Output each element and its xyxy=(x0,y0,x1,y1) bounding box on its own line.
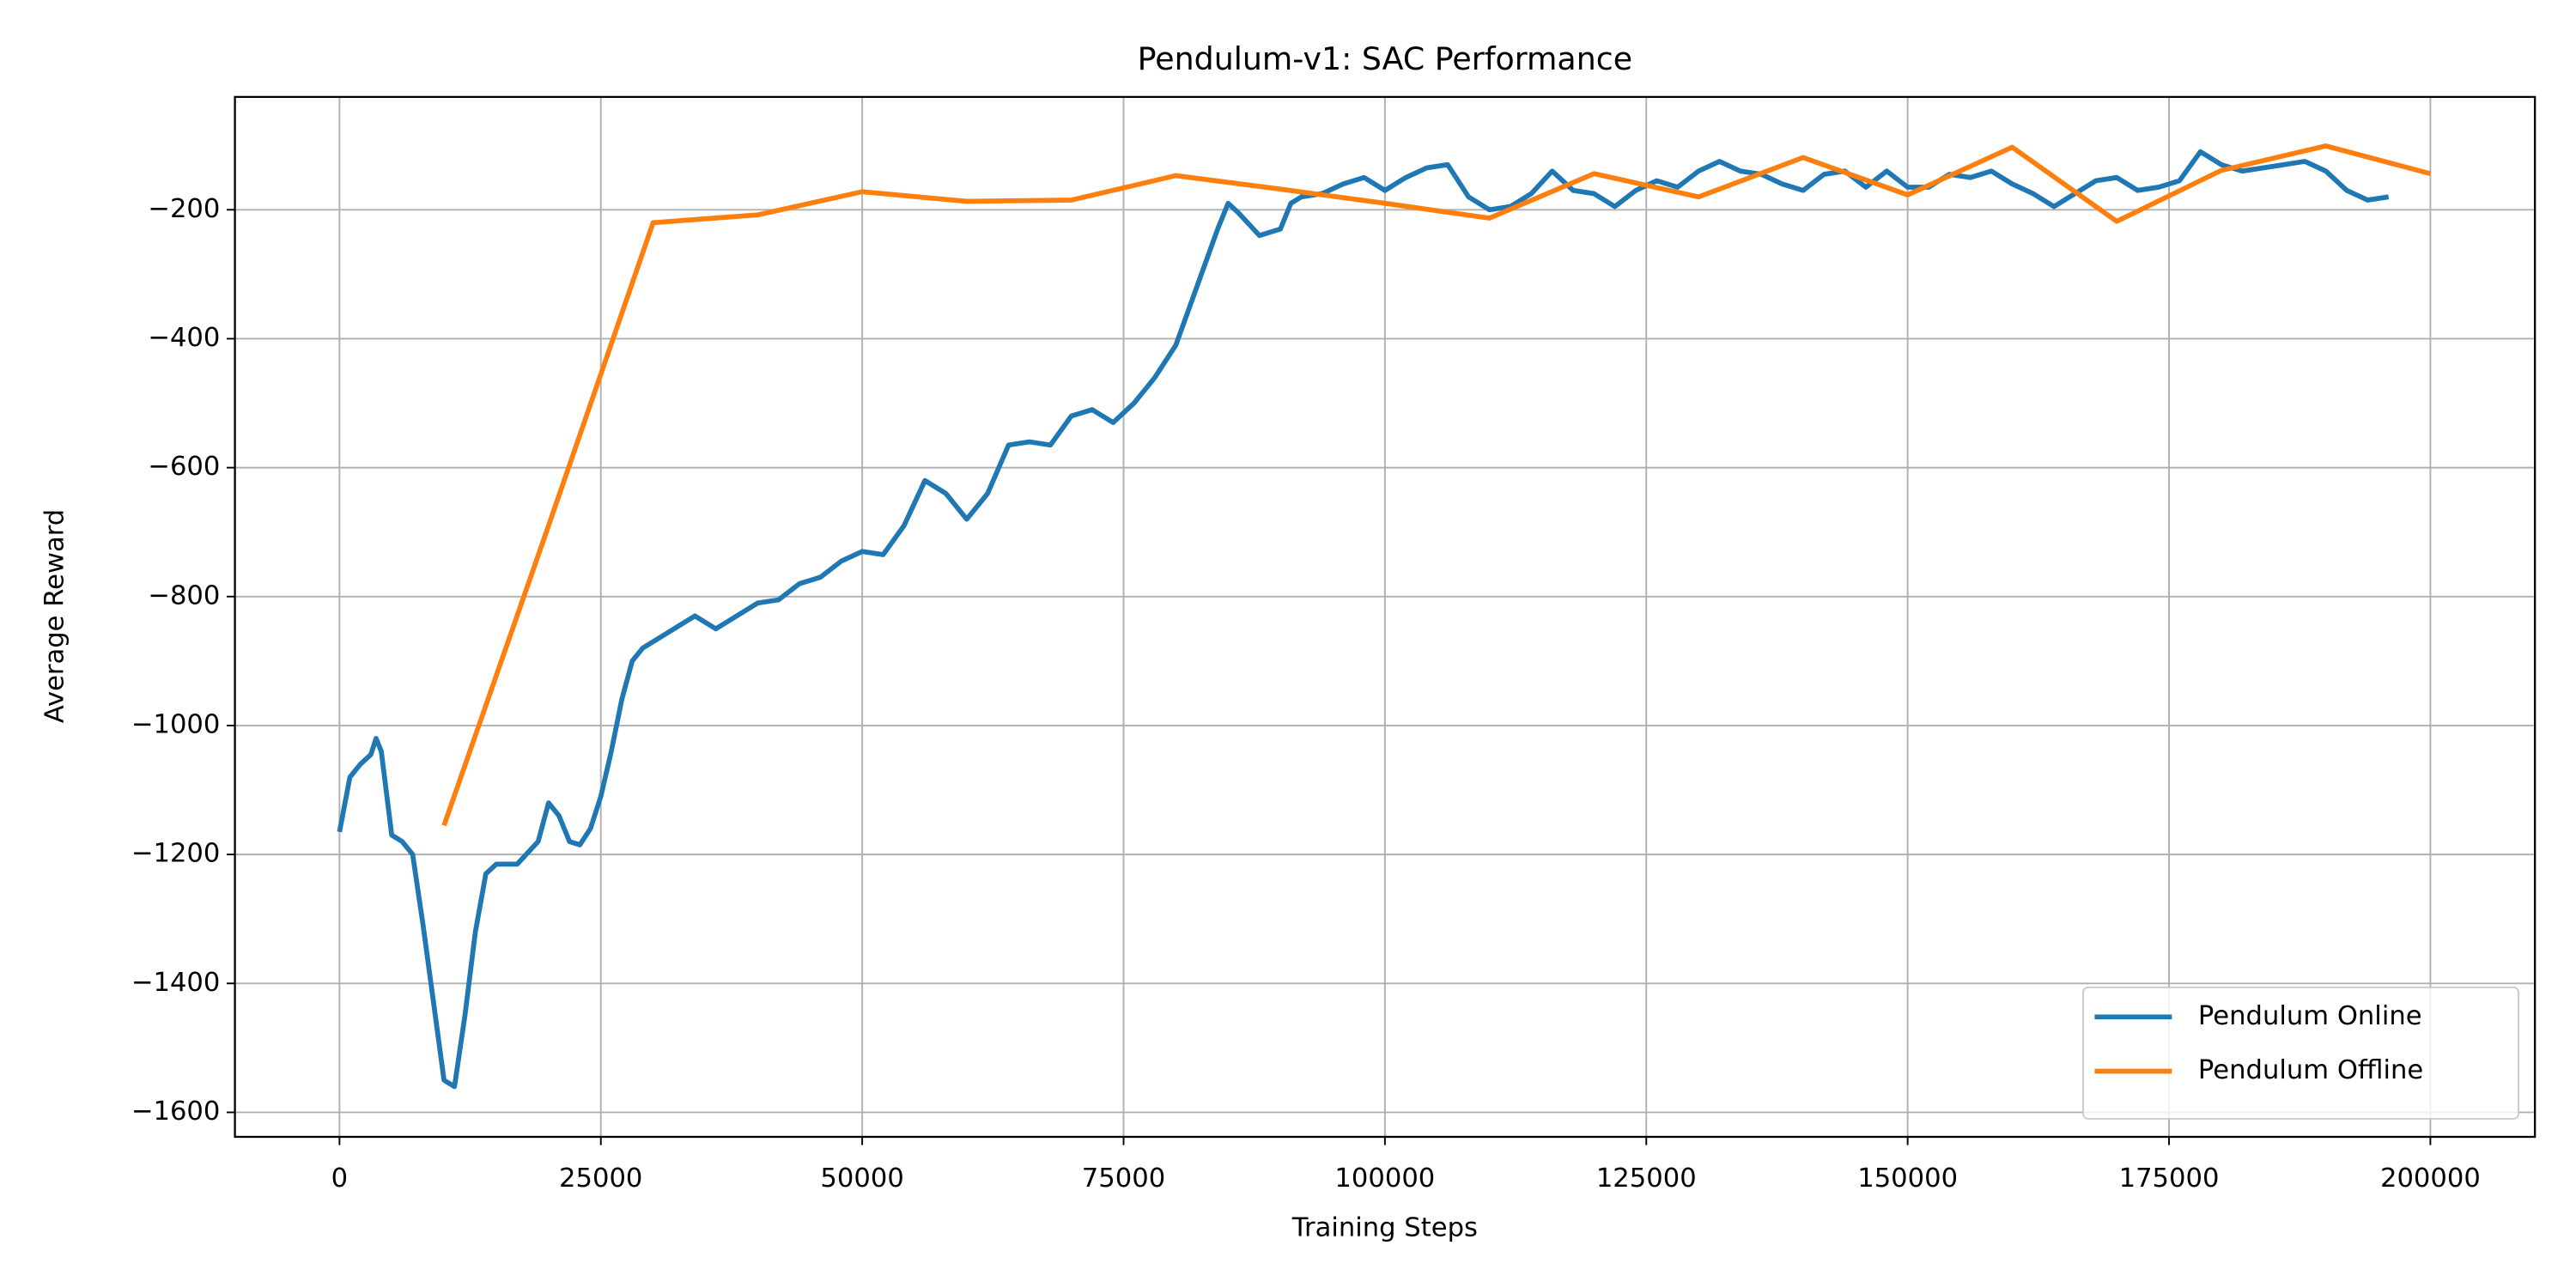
x-tick-label: 175000 xyxy=(2119,1163,2220,1194)
y-tick-label: −600 xyxy=(148,452,220,482)
x-tick-label: 75000 xyxy=(1082,1163,1165,1194)
y-tick-label: −1200 xyxy=(131,839,221,869)
chart-title: Pendulum-v1: SAC Performance xyxy=(1138,40,1632,77)
y-axis-label: Average Reward xyxy=(40,509,70,723)
series-line xyxy=(441,143,2432,827)
y-tick-label: −400 xyxy=(148,323,220,353)
y-tick-label: −1000 xyxy=(131,709,221,739)
legend-label: Pendulum Offline xyxy=(2198,1055,2423,1085)
legend-box xyxy=(2082,986,2519,1120)
x-tick-label: 200000 xyxy=(2380,1163,2481,1194)
x-tick-label: 150000 xyxy=(1857,1163,1958,1194)
x-tick-label: 100000 xyxy=(1334,1163,1435,1194)
y-tick-label: −200 xyxy=(148,194,220,224)
x-tick-label: 125000 xyxy=(1596,1163,1697,1194)
x-tick-label: 25000 xyxy=(559,1163,642,1194)
x-tick-label: 50000 xyxy=(820,1163,903,1194)
x-tick-label: 0 xyxy=(331,1163,348,1194)
x-axis-label: Training Steps xyxy=(1291,1213,1478,1243)
plot-frame xyxy=(234,95,2537,1139)
y-tick-label: −1600 xyxy=(131,1097,221,1127)
y-tick-label: −1400 xyxy=(131,968,221,998)
y-tick-label: −800 xyxy=(148,580,220,611)
legend-label: Pendulum Online xyxy=(2198,1001,2422,1031)
series-line xyxy=(337,149,2390,1090)
